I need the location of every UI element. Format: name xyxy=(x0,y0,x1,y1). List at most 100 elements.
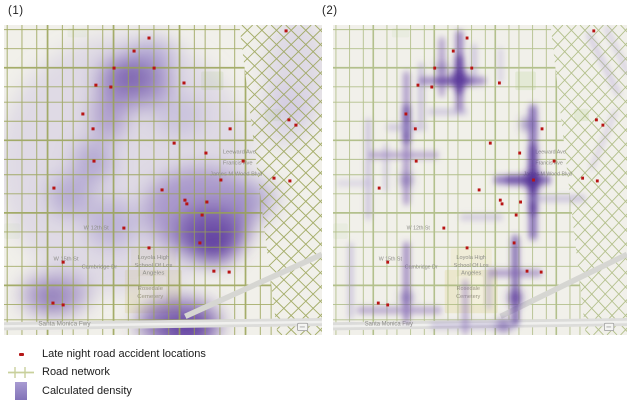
accident-point xyxy=(147,36,151,40)
legend-item-accidents: Late night road accident locations xyxy=(0,347,206,361)
accident-point xyxy=(539,270,543,274)
accident-point xyxy=(518,151,522,155)
accident-point xyxy=(500,202,504,206)
accident-point xyxy=(442,226,446,230)
accident-point xyxy=(552,159,556,163)
accident-point xyxy=(205,200,209,204)
accident-point xyxy=(595,179,599,183)
accident-point xyxy=(413,127,417,131)
map-labels: Loyola High School Of Los Angeles Rosedale C… xyxy=(38,150,262,328)
accident-point xyxy=(109,85,113,89)
accident-point xyxy=(152,66,156,70)
panel-2-label: (2) xyxy=(322,5,338,17)
panel-1-label: (1) xyxy=(8,5,24,17)
accident-point xyxy=(433,66,437,70)
accident-point xyxy=(185,202,189,206)
accident-point xyxy=(532,178,535,182)
accident-point xyxy=(61,303,65,307)
planar-density-map: Loyola High School Of Los Angeles Rosedale C… xyxy=(4,25,322,335)
place-label: Leeward Ave xyxy=(223,150,256,156)
accident-point xyxy=(477,188,481,192)
place-label: Cambridge Dr xyxy=(82,264,118,270)
accident-point xyxy=(386,303,390,307)
accident-point xyxy=(227,270,231,274)
map-attribution-icon xyxy=(297,322,309,332)
accident-point xyxy=(182,81,186,85)
place-label: Cambridge Dr xyxy=(405,264,438,270)
accident-point xyxy=(294,123,298,127)
place-label: W 12th St xyxy=(84,226,110,232)
accident-point xyxy=(183,198,187,202)
accident-points-layer xyxy=(51,29,298,307)
accident-point xyxy=(241,159,245,163)
accident-point xyxy=(386,260,390,264)
place-label: Angeles xyxy=(143,271,165,277)
accident-point xyxy=(132,49,136,53)
map-panel-planar-density: Loyola High School Of Los Angeles Rosedale C… xyxy=(4,25,322,335)
accident-point xyxy=(416,83,420,87)
accident-point xyxy=(540,127,544,131)
road-line-icon xyxy=(0,366,42,379)
accident-point xyxy=(61,260,65,264)
place-label: Angeles xyxy=(461,270,481,276)
accident-point xyxy=(470,66,474,70)
legend-label-density: Calculated density xyxy=(42,385,132,397)
accident-point xyxy=(200,213,204,217)
place-label: Francis Ave xyxy=(223,161,253,167)
accident-point xyxy=(172,141,176,145)
accident-point xyxy=(601,123,605,127)
diagonal-boulevard xyxy=(499,251,627,319)
accident-point xyxy=(147,246,151,250)
place-label: W 15th St xyxy=(379,256,403,262)
place-label: Rosedale xyxy=(138,286,164,292)
place-label: Cemetery xyxy=(456,294,480,300)
accident-point xyxy=(414,159,418,163)
accident-point xyxy=(51,301,55,305)
place-label: W 15th St xyxy=(53,257,79,263)
accident-point xyxy=(592,29,596,33)
accident-point xyxy=(91,127,95,131)
place-label: Loyola High xyxy=(456,255,485,261)
accident-point xyxy=(228,127,232,131)
accident-point xyxy=(595,118,598,122)
place-label: Santa Monica Fwy xyxy=(38,321,91,328)
accident-point xyxy=(288,179,292,183)
accident-point xyxy=(198,241,202,245)
accident-point xyxy=(219,178,223,182)
accident-point xyxy=(92,159,96,163)
accident-point xyxy=(212,269,216,273)
legend-item-density: Calculated density xyxy=(0,381,132,401)
accident-point xyxy=(112,66,116,70)
place-label: Loyola High xyxy=(138,255,170,261)
accident-point xyxy=(52,186,56,190)
accident-point xyxy=(94,83,98,87)
accident-point xyxy=(81,112,85,116)
accident-point xyxy=(287,118,291,122)
map-attribution-icon xyxy=(603,322,615,332)
accident-point xyxy=(465,36,469,40)
accident-point xyxy=(451,49,455,53)
accident-point xyxy=(512,241,516,245)
accident-point xyxy=(498,198,502,202)
legend-item-road-network: Road network xyxy=(0,365,110,379)
diagonal-boulevard xyxy=(184,251,322,319)
place-label: Leeward Ave xyxy=(535,150,565,156)
place-label: Cemetery xyxy=(137,294,163,300)
legend-label-accidents: Late night road accident locations xyxy=(42,348,206,360)
accident-point xyxy=(497,81,501,85)
place-label: School Of Los xyxy=(135,263,173,269)
accident-points-layer xyxy=(376,29,605,307)
accident-point xyxy=(377,186,381,190)
accident-point xyxy=(284,29,288,33)
accident-point xyxy=(465,246,469,250)
accident-point xyxy=(430,85,434,89)
accident-point xyxy=(376,301,380,305)
place-label: James M Wood Blvd xyxy=(210,171,262,177)
accident-point-icon xyxy=(0,352,42,356)
accident-point xyxy=(514,213,518,217)
accident-point xyxy=(160,188,164,192)
freeway-centerline xyxy=(4,320,322,328)
place-label: W 12th St xyxy=(407,225,431,231)
